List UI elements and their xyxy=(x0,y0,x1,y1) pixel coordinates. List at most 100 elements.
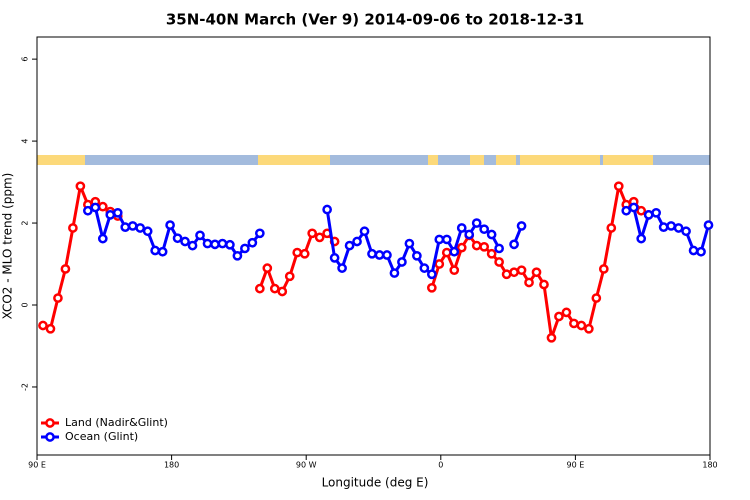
data-point xyxy=(195,230,205,241)
data-point xyxy=(389,268,400,278)
land-band xyxy=(470,155,484,165)
data-point xyxy=(254,228,265,239)
data-point xyxy=(105,210,116,220)
y-tick-label: -2 xyxy=(21,383,30,391)
data-point xyxy=(359,226,370,237)
data-point xyxy=(404,238,415,249)
data-point xyxy=(322,204,332,215)
x-tick-label: 90 W xyxy=(296,461,317,470)
data-point xyxy=(509,239,519,250)
legend-label: Ocean (Glint) xyxy=(65,430,138,443)
data-point xyxy=(352,236,362,247)
data-point xyxy=(539,279,549,290)
data-point xyxy=(53,293,63,303)
data-point xyxy=(68,223,78,233)
data-point xyxy=(344,240,355,251)
data-point xyxy=(696,246,706,257)
data-point xyxy=(210,239,220,250)
data-point xyxy=(284,271,295,282)
land-band xyxy=(520,155,600,165)
data-point xyxy=(546,332,557,343)
data-point xyxy=(456,223,467,233)
data-point xyxy=(628,202,639,213)
data-point xyxy=(82,205,93,216)
data-point xyxy=(598,264,609,274)
data-point xyxy=(486,229,497,240)
data-point xyxy=(45,323,56,334)
y-tick-label: 6 xyxy=(21,57,30,62)
data-point xyxy=(240,243,250,254)
x-tick-label: 0 xyxy=(438,461,443,470)
data-point xyxy=(531,267,542,278)
data-point xyxy=(464,229,475,240)
data-point xyxy=(509,267,519,278)
data-point xyxy=(426,282,437,293)
x-tick-label: 180 xyxy=(702,461,717,470)
land-band xyxy=(603,155,653,165)
data-point xyxy=(277,286,288,297)
data-point xyxy=(397,257,407,267)
data-point xyxy=(456,242,467,253)
data-point xyxy=(329,253,340,263)
legend-label: Land (Nadir&Glint) xyxy=(65,416,168,429)
x-axis-label: Longitude (deg E) xyxy=(322,476,429,490)
data-point xyxy=(135,223,146,233)
data-point xyxy=(606,223,617,233)
data-point xyxy=(666,221,676,231)
data-point xyxy=(75,181,86,192)
data-point xyxy=(307,228,318,239)
data-point xyxy=(688,245,699,256)
x-tick-label: 90 E xyxy=(567,461,585,470)
x-tick-label: 90 E xyxy=(28,461,46,470)
data-point xyxy=(636,205,647,216)
data-point xyxy=(299,248,310,259)
plot-frame xyxy=(36,36,711,456)
legend-marker xyxy=(45,418,55,428)
y-axis-label: XCO2 - MLO trend (ppm) xyxy=(1,173,15,320)
data-point xyxy=(374,250,385,260)
y-tick-label: 4 xyxy=(21,139,30,144)
data-point xyxy=(434,234,445,245)
data-point xyxy=(501,269,512,280)
data-point xyxy=(434,259,445,269)
land-ocean-strip xyxy=(37,155,710,165)
data-point xyxy=(97,233,108,244)
data-point xyxy=(187,240,198,251)
data-point xyxy=(426,269,437,280)
data-point xyxy=(247,237,258,248)
data-point xyxy=(658,222,669,232)
data-point xyxy=(636,233,647,244)
data-point xyxy=(516,265,527,276)
data-point xyxy=(225,239,235,250)
data-point xyxy=(314,232,325,243)
data-point xyxy=(292,247,303,258)
data-point xyxy=(150,245,160,256)
data-point xyxy=(142,226,153,237)
ocean-band xyxy=(37,155,710,165)
data-point xyxy=(516,221,527,231)
data-point xyxy=(382,250,392,260)
data-point xyxy=(524,277,534,288)
data-point xyxy=(269,283,280,294)
data-point xyxy=(337,263,347,273)
data-point xyxy=(576,320,587,331)
data-point xyxy=(254,283,265,294)
series-line xyxy=(87,205,710,276)
data-point xyxy=(651,207,662,218)
data-point xyxy=(486,248,497,259)
data-point xyxy=(591,293,602,303)
data-point xyxy=(613,181,624,192)
data-point xyxy=(120,222,131,232)
data-point xyxy=(90,202,101,213)
data-point xyxy=(180,236,190,247)
data-point xyxy=(643,210,654,220)
data-point xyxy=(449,265,460,276)
data-point xyxy=(157,246,168,257)
data-point xyxy=(681,226,691,237)
data-point xyxy=(232,250,243,261)
data-point xyxy=(569,318,579,329)
data-point xyxy=(479,224,490,235)
data-point xyxy=(471,218,482,228)
data-point xyxy=(112,207,123,218)
